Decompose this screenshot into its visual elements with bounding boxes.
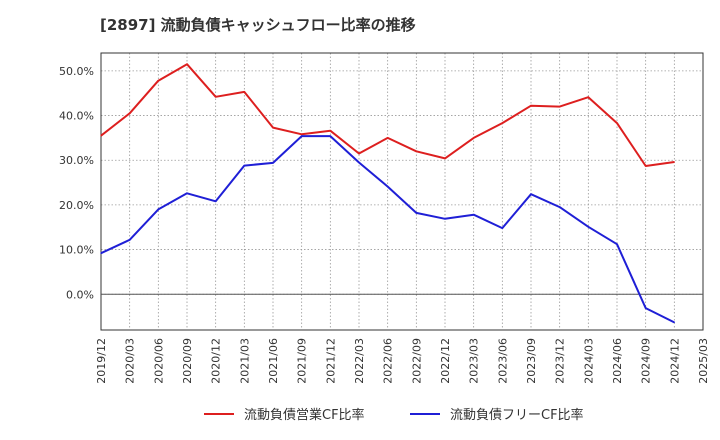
x-tick-label: 2020/12 xyxy=(210,338,223,384)
x-tick-label: 2024/09 xyxy=(640,338,653,384)
data-point xyxy=(587,96,589,98)
data-point xyxy=(301,133,303,135)
data-point xyxy=(157,208,159,210)
x-tick-label: 2020/06 xyxy=(152,338,165,384)
x-tick-label: 2023/09 xyxy=(525,338,538,384)
y-tick-label: 10.0% xyxy=(59,244,94,257)
x-tick-label: 2021/09 xyxy=(296,338,309,384)
data-point xyxy=(559,206,561,208)
plot-border xyxy=(100,52,704,331)
data-point xyxy=(301,135,303,137)
data-point xyxy=(157,80,159,82)
data-point xyxy=(501,227,503,229)
axes: 0.0% 10.0% 20.0% 30.0% 40.0% 50.0% 2019/12 2020… xyxy=(59,52,710,384)
y-tick-label: 20.0% xyxy=(59,199,94,212)
data-point xyxy=(415,150,417,152)
data-point xyxy=(473,137,475,139)
legend-label-2: 流動負債フリーCF比率 xyxy=(450,407,584,423)
data-point xyxy=(530,105,532,107)
data-point xyxy=(215,200,217,202)
x-tick-label: 2025/03 xyxy=(697,338,710,384)
data-point xyxy=(387,185,389,188)
series-layer xyxy=(100,63,675,324)
data-point xyxy=(387,137,389,139)
data-point xyxy=(358,161,360,164)
x-tick-label: 2021/03 xyxy=(238,338,251,384)
data-point xyxy=(100,135,102,137)
data-point xyxy=(587,226,589,228)
x-tick-label: 2024/12 xyxy=(668,338,681,384)
data-point xyxy=(100,252,102,254)
x-tick-label: 2020/09 xyxy=(181,338,194,384)
data-point xyxy=(444,218,446,220)
x-tick-label: 2021/06 xyxy=(267,338,280,384)
data-point xyxy=(559,106,561,108)
data-point xyxy=(129,112,131,114)
data-point xyxy=(530,193,532,195)
data-point xyxy=(616,243,618,245)
y-tick-label: 0.0% xyxy=(66,288,94,301)
data-point xyxy=(473,214,475,216)
x-tick-label: 2024/06 xyxy=(611,338,624,384)
grid-lines xyxy=(100,53,704,330)
data-point xyxy=(272,127,274,129)
y-tick-label: 50.0% xyxy=(59,65,94,78)
x-tick-label: 2024/03 xyxy=(582,338,595,384)
x-tick-label: 2022/06 xyxy=(382,338,395,384)
data-point xyxy=(444,157,446,160)
data-point xyxy=(186,192,188,194)
data-point xyxy=(243,91,245,93)
chart-title: [2897] 流動負債キャッシュフロー比率の推移 xyxy=(100,16,416,34)
x-tick-label: 2023/03 xyxy=(468,338,481,384)
data-point xyxy=(645,165,647,167)
x-tick-label: 2022/03 xyxy=(353,338,366,384)
plot-area xyxy=(101,53,703,330)
data-point xyxy=(186,63,188,65)
data-point xyxy=(129,239,131,241)
legend: 流動負債営業CF比率 流動負債フリーCF比率 xyxy=(204,407,584,423)
data-point xyxy=(329,130,331,132)
data-point xyxy=(358,152,360,155)
y-tick-label: 30.0% xyxy=(59,154,94,167)
data-point xyxy=(415,212,417,214)
data-point xyxy=(501,122,503,124)
x-tick-label: 2019/12 xyxy=(95,338,108,384)
data-point xyxy=(616,122,618,124)
data-point xyxy=(272,162,274,164)
data-point xyxy=(329,135,331,137)
data-point xyxy=(673,321,675,324)
x-tick-label: 2022/09 xyxy=(410,338,423,384)
x-tick-label: 2023/06 xyxy=(496,338,509,384)
y-tick-label: 40.0% xyxy=(59,110,94,123)
x-tick-label: 2023/12 xyxy=(554,338,567,384)
data-point xyxy=(673,161,675,163)
legend-label-1: 流動負債営業CF比率 xyxy=(244,407,365,423)
data-point xyxy=(215,96,217,98)
data-point xyxy=(645,307,647,309)
x-tick-label: 2022/12 xyxy=(439,338,452,384)
x-tick-label: 2020/03 xyxy=(124,338,137,384)
x-tick-label: 2021/12 xyxy=(324,338,337,384)
data-point xyxy=(243,164,245,167)
